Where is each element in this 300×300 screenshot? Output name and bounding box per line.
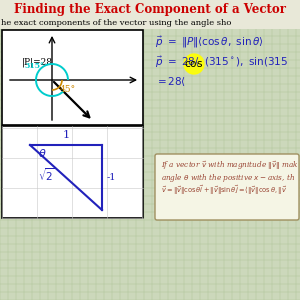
Text: |P|=28: |P|=28: [22, 57, 53, 67]
Text: $\vec{v} = \|\vec{v}\|\cos\theta\vec{i} + \|\vec{v}\|\sin\theta\vec{j} = \langle: $\vec{v} = \|\vec{v}\|\cos\theta\vec{i} …: [161, 183, 287, 197]
Text: $= 28\langle$: $= 28\langle$: [155, 76, 186, 88]
Text: 45°: 45°: [60, 85, 76, 94]
Text: angle $\theta$ with the positive $x - $axis, th: angle $\theta$ with the positive $x - $a…: [161, 172, 295, 184]
Text: he exact components of the vector using the angle sho: he exact components of the vector using …: [1, 19, 231, 27]
Bar: [2, 30, 143, 125]
Bar: [2, 126, 143, 218]
Text: If a vector $\vec{v}$ with magnitude $\|\vec{v}\|$ mak: If a vector $\vec{v}$ with magnitude $\|…: [161, 160, 299, 172]
Bar: [0, 0, 300, 18]
Text: $\vec{p}\ =\ 28\langle$: $\vec{p}\ =\ 28\langle$: [155, 54, 200, 70]
Text: -1: -1: [107, 173, 116, 182]
Text: 315°: 315°: [24, 62, 44, 70]
Text: $\theta$: $\theta$: [38, 147, 46, 159]
Text: $\vec{p}\ =\ \Vert P\Vert\langle\cos\theta,\ \sin\theta\rangle$: $\vec{p}\ =\ \Vert P\Vert\langle\cos\the…: [155, 34, 264, 50]
Text: $(315^\circ),\ \sin(315$: $(315^\circ),\ \sin(315$: [204, 56, 288, 68]
Text: Finding the Exact Component of a Vector: Finding the Exact Component of a Vector: [14, 2, 286, 16]
Circle shape: [184, 54, 204, 74]
Bar: [0, 18, 300, 29]
Text: 1: 1: [62, 130, 70, 140]
Text: $\sqrt{2}$: $\sqrt{2}$: [38, 166, 56, 183]
FancyBboxPatch shape: [155, 154, 299, 220]
Text: $\cos$: $\cos$: [184, 59, 203, 69]
